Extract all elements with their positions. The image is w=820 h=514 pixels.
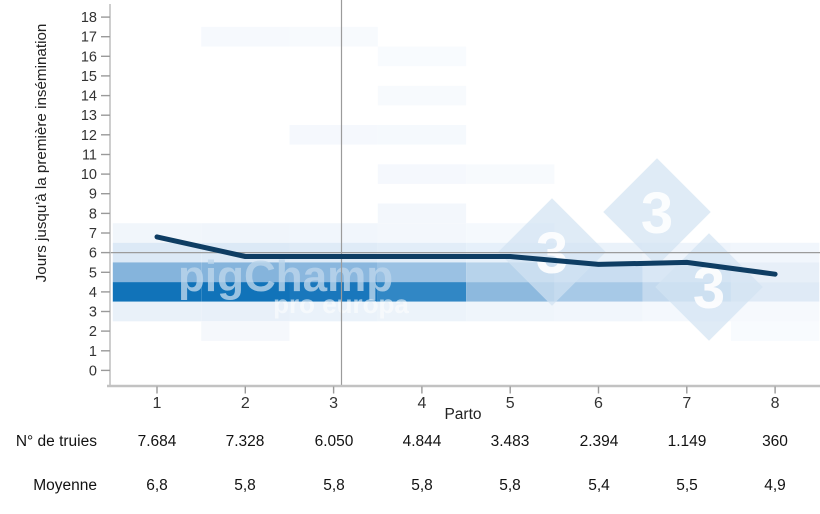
watermark-diamond-digit: 3 — [641, 181, 673, 246]
watermark-brand-text: pigChamp — [178, 252, 393, 301]
heatmap-cell — [112, 282, 202, 302]
y-tick-label: 15 — [81, 69, 97, 85]
watermark-diamonds: 333 — [498, 158, 763, 341]
heatmap-cell — [289, 301, 378, 322]
watermark-diamond — [603, 158, 711, 266]
y-tick-label: 18 — [81, 10, 97, 26]
heatmap-cell — [201, 301, 290, 322]
heatmap-cell — [466, 301, 555, 322]
x-tick-label: 3 — [329, 395, 338, 412]
y-tick-label: 13 — [81, 108, 97, 124]
heatmap-cell — [731, 321, 820, 341]
table-cell-value: 6.050 — [314, 433, 354, 450]
y-tick-label: 9 — [89, 187, 97, 203]
y-tick-label: 17 — [81, 30, 97, 46]
watermark-diamond-digit: 3 — [536, 221, 568, 286]
table-cell-value: 5,5 — [676, 477, 698, 494]
table-cell-value: 1.149 — [667, 433, 707, 450]
heatmap-cell — [289, 26, 378, 47]
heatmap-cell — [112, 262, 202, 282]
heatmap-cell — [201, 262, 290, 282]
y-tick-label: 12 — [81, 128, 97, 144]
y-axis-title: Jours jusqu'à la première insémination — [33, 24, 50, 283]
heatmap-cell — [377, 46, 467, 67]
heatmap-cell — [377, 223, 467, 243]
x-tick-label: 2 — [241, 395, 250, 412]
table-cell-value: 7.684 — [137, 433, 177, 450]
y-tick-label: 3 — [89, 305, 97, 321]
heatmap-cell — [112, 223, 202, 243]
heatmap-cell — [201, 26, 290, 47]
x-tick-label: 6 — [594, 395, 603, 412]
heatmap-cell — [201, 282, 290, 302]
y-tick-label: 8 — [89, 206, 97, 222]
y-tick-label: 7 — [89, 226, 97, 242]
heatmap-cell — [112, 301, 202, 322]
y-tick-label: 11 — [82, 148, 97, 164]
heatmap-cell — [554, 282, 643, 302]
table-cell-value: 7.328 — [225, 433, 265, 450]
heatmap-cell — [289, 282, 378, 302]
x-tick-label: 7 — [682, 395, 691, 412]
y-tick-label: 14 — [81, 89, 97, 105]
x-tick-label: 5 — [506, 395, 515, 412]
table-cell-value: 6,8 — [146, 477, 168, 494]
x-tick-label: 8 — [771, 395, 780, 412]
table-row-label-moyenne: Moyenne — [33, 477, 97, 494]
table-row-label-n-truies: N° de truies — [15, 433, 97, 450]
y-tick-label: 6 — [89, 246, 97, 262]
y-tick-label: 16 — [81, 49, 97, 65]
heatmap-cell — [289, 262, 378, 282]
y-tick-label: 4 — [89, 285, 97, 301]
heatmap-cell — [377, 85, 467, 106]
y-tick-label: 0 — [89, 363, 97, 379]
table-cell-value: 4,9 — [764, 477, 786, 494]
heatmap-cell — [377, 125, 467, 145]
x-tick-label: 4 — [417, 395, 426, 412]
table-cell-value: 3.483 — [490, 433, 530, 450]
y-tick-label: 1 — [89, 344, 97, 360]
table-cell-value: 4.844 — [402, 433, 442, 450]
x-axis-title: Parto — [444, 406, 481, 423]
table-cell-value: 2.394 — [579, 433, 619, 450]
heatmap-cell — [201, 223, 290, 243]
table-cell-value: 5,8 — [499, 477, 521, 494]
heatmap-cell — [377, 164, 467, 184]
heatmap-layer — [112, 26, 820, 341]
table-cell-value: 5,4 — [588, 477, 610, 494]
y-tick-label: 10 — [81, 167, 97, 183]
table-cell-value: 360 — [762, 433, 788, 450]
heatmap-cell — [466, 164, 555, 184]
heatmap-cell — [201, 321, 290, 341]
heatmap-cell — [731, 301, 820, 322]
table-cell-value: 5,8 — [411, 477, 433, 494]
heatmap-cell — [377, 262, 467, 282]
x-tick-label: 1 — [153, 395, 162, 412]
table-cell-value: 5,8 — [234, 477, 256, 494]
heatmap-cell — [377, 301, 467, 322]
y-tick-label: 5 — [89, 265, 97, 281]
heatmap-cell — [289, 223, 378, 243]
heatmap-cell — [466, 282, 555, 302]
heatmap-cell — [377, 203, 467, 224]
heatmap-cell — [554, 301, 643, 322]
moyenne-trend-line — [154, 234, 778, 277]
table-cell-value: 5,8 — [323, 477, 345, 494]
y-tick-label: 2 — [89, 324, 97, 340]
series-layer — [154, 234, 778, 277]
heatmap-cell — [377, 282, 467, 302]
heatmap-cell — [289, 125, 378, 145]
